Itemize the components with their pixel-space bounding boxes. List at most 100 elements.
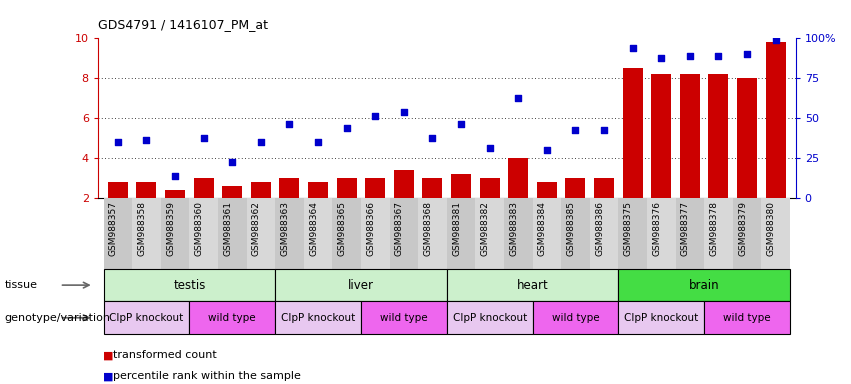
Bar	[418, 198, 447, 269]
Bar	[333, 198, 361, 269]
Text: testis: testis	[174, 279, 206, 291]
Bar	[619, 269, 790, 301]
Bar	[161, 198, 190, 269]
Text: wild type: wild type	[208, 313, 256, 323]
Text: GSM988383: GSM988383	[509, 201, 518, 256]
Point	[625, 45, 639, 51]
Point	[368, 113, 382, 119]
Point	[140, 137, 153, 143]
Bar	[733, 198, 762, 269]
Text: ■: ■	[103, 371, 113, 381]
Bar	[647, 198, 676, 269]
Point	[740, 51, 754, 58]
Bar	[762, 198, 790, 269]
Bar	[104, 198, 132, 269]
Bar	[104, 269, 275, 301]
Text: GSM988380: GSM988380	[767, 201, 775, 256]
Bar	[480, 178, 500, 198]
Bar	[422, 178, 443, 198]
Point	[454, 121, 468, 127]
Point	[283, 121, 296, 127]
Text: ■: ■	[103, 350, 113, 360]
Point	[111, 139, 125, 145]
Bar	[533, 301, 619, 334]
Point	[683, 53, 697, 60]
Point	[568, 127, 582, 133]
Bar	[504, 198, 533, 269]
Text: GSM988381: GSM988381	[452, 201, 461, 256]
Bar	[165, 190, 186, 198]
Text: GSM988378: GSM988378	[710, 201, 718, 256]
Point	[426, 135, 439, 141]
Text: GSM988368: GSM988368	[424, 201, 432, 256]
Bar	[132, 198, 161, 269]
Text: ClpP knockout: ClpP knockout	[453, 313, 527, 323]
Bar	[337, 178, 357, 198]
Text: heart: heart	[517, 279, 548, 291]
Bar	[766, 42, 785, 198]
Text: GSM988386: GSM988386	[595, 201, 604, 256]
Point	[254, 139, 268, 145]
Text: GSM988366: GSM988366	[366, 201, 375, 256]
Bar	[275, 301, 361, 334]
Bar	[251, 182, 271, 198]
Text: GSM988385: GSM988385	[567, 201, 575, 256]
Text: brain: brain	[688, 279, 719, 291]
Bar	[247, 198, 275, 269]
Bar	[279, 178, 300, 198]
Text: liver: liver	[348, 279, 374, 291]
Text: GSM988357: GSM988357	[109, 201, 118, 256]
Bar	[136, 182, 157, 198]
Bar	[365, 178, 386, 198]
Bar	[623, 68, 643, 198]
Bar	[537, 182, 557, 198]
Bar	[361, 198, 390, 269]
Point	[483, 145, 496, 151]
Text: genotype/variation: genotype/variation	[4, 313, 111, 323]
Point	[226, 159, 239, 165]
Bar	[590, 198, 619, 269]
Bar	[476, 198, 504, 269]
Bar	[218, 198, 247, 269]
Text: GSM988384: GSM988384	[538, 201, 547, 256]
Text: wild type: wild type	[551, 313, 599, 323]
Bar	[561, 198, 590, 269]
Text: transformed count: transformed count	[113, 350, 217, 360]
Text: GSM988382: GSM988382	[481, 201, 489, 256]
Bar	[704, 198, 733, 269]
Text: GDS4791 / 1416107_PM_at: GDS4791 / 1416107_PM_at	[98, 18, 268, 31]
Text: wild type: wild type	[723, 313, 771, 323]
Bar	[190, 301, 275, 334]
Point	[168, 173, 182, 179]
Text: GSM988361: GSM988361	[223, 201, 232, 256]
Point	[597, 127, 611, 133]
Bar	[737, 78, 757, 198]
Point	[311, 139, 325, 145]
Point	[197, 135, 210, 141]
Point	[397, 109, 411, 115]
Text: GSM988358: GSM988358	[138, 201, 146, 256]
Text: GSM988375: GSM988375	[624, 201, 632, 256]
Bar	[394, 170, 414, 198]
Bar	[222, 186, 243, 198]
Bar	[361, 301, 447, 334]
Bar	[275, 269, 447, 301]
Bar	[565, 178, 585, 198]
Bar	[533, 198, 561, 269]
Bar	[619, 198, 647, 269]
Bar	[308, 182, 328, 198]
Text: GSM988379: GSM988379	[738, 201, 747, 256]
Bar	[680, 74, 700, 198]
Text: GSM988364: GSM988364	[309, 201, 318, 256]
Point	[511, 95, 525, 101]
Bar	[704, 301, 790, 334]
Bar	[619, 301, 704, 334]
Bar	[447, 198, 476, 269]
Bar	[194, 178, 214, 198]
Text: ClpP knockout: ClpP knockout	[624, 313, 699, 323]
Bar	[447, 269, 619, 301]
Bar	[508, 158, 528, 198]
Point	[340, 125, 353, 131]
Text: GSM988363: GSM988363	[281, 201, 289, 256]
Text: GSM988362: GSM988362	[252, 201, 261, 256]
